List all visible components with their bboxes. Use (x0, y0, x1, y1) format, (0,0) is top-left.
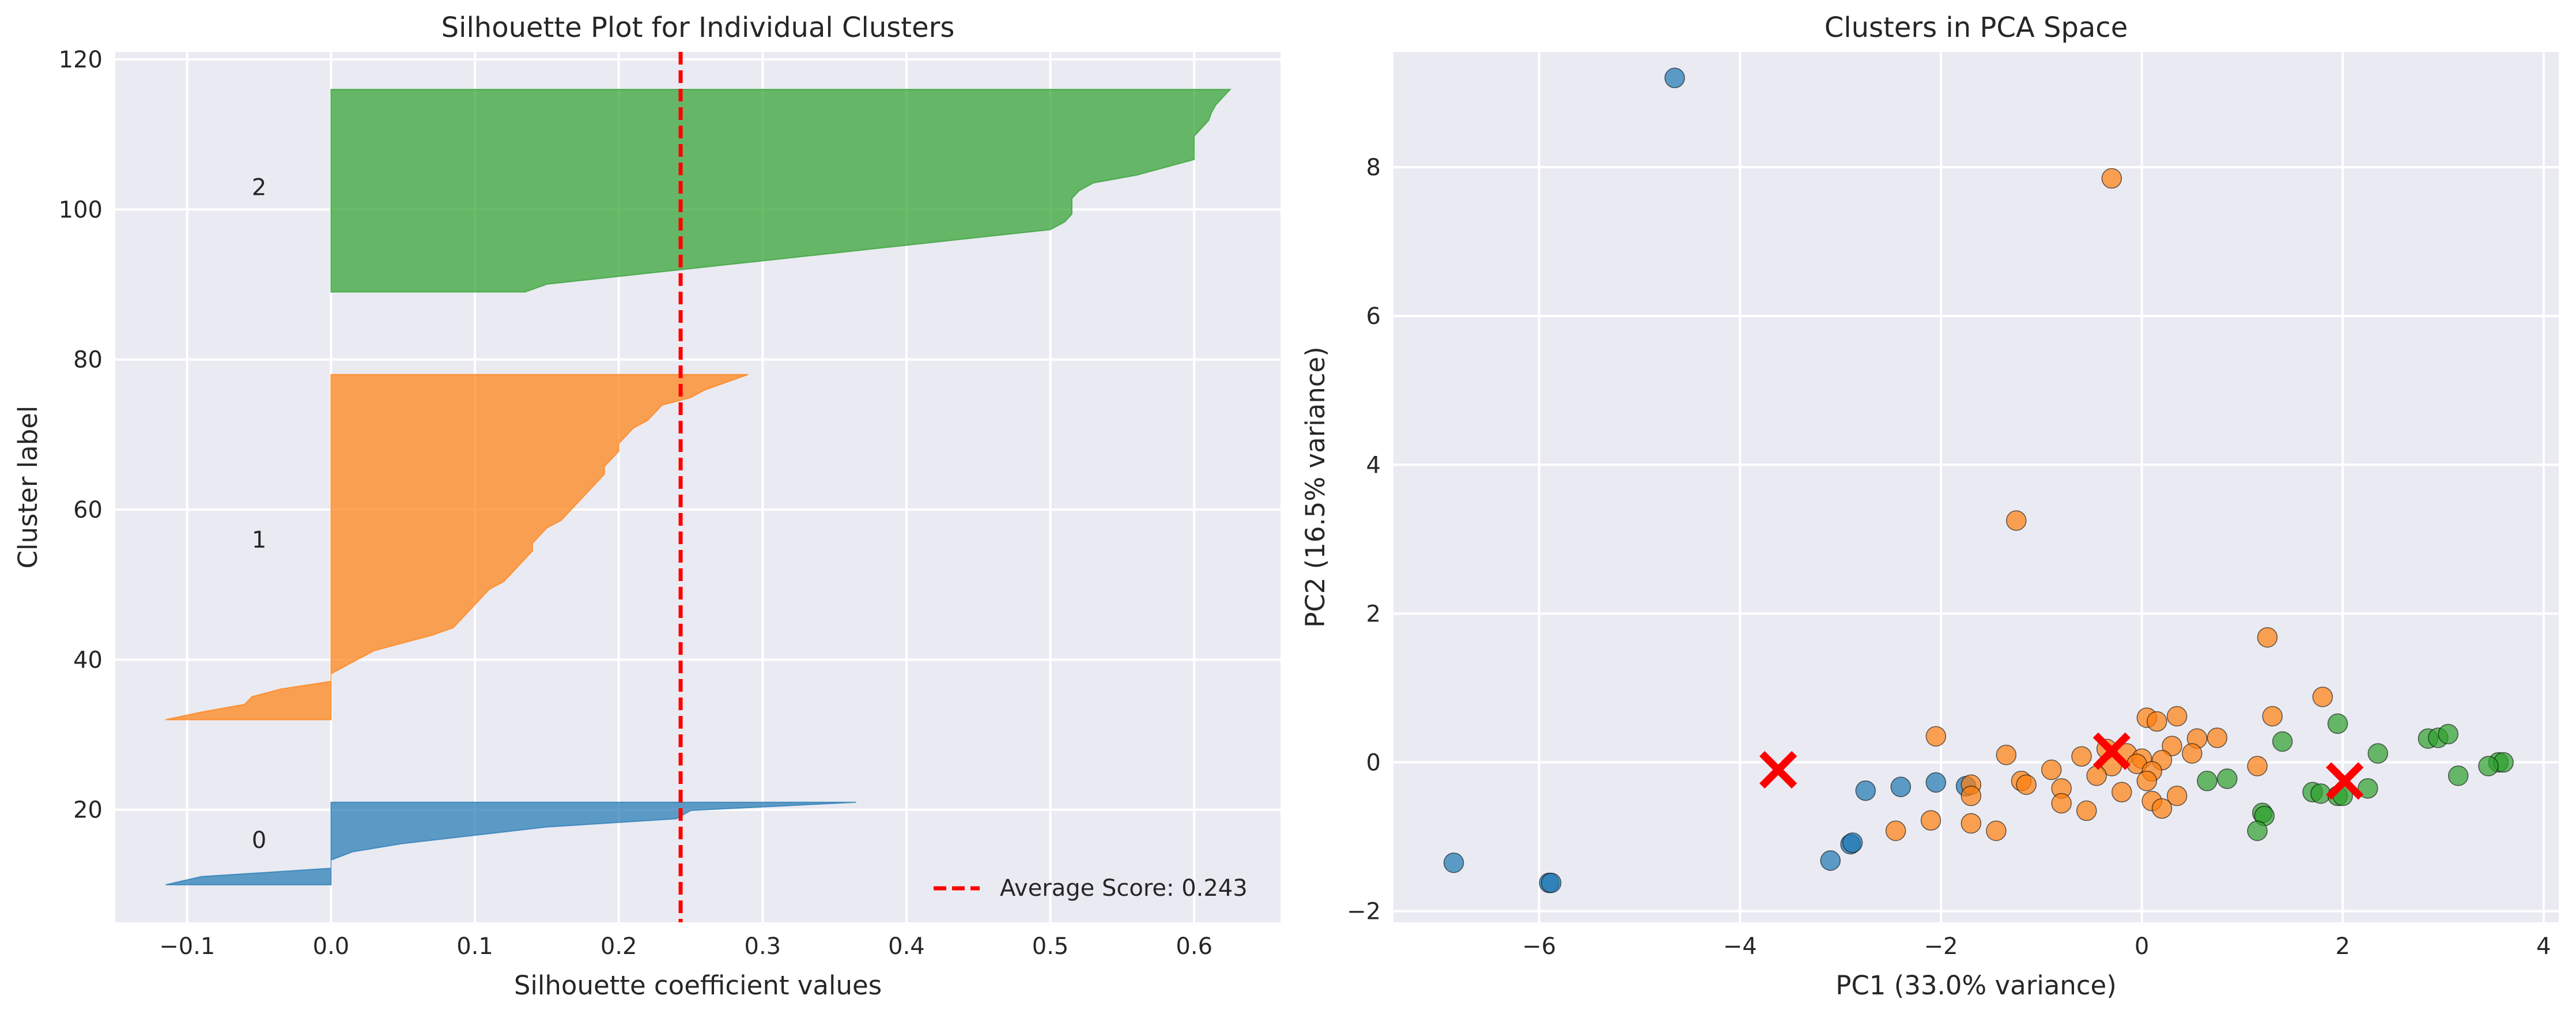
silhouette-x-tick-label: 0.2 (600, 933, 637, 960)
silhouette-legend: Average Score: 0.243 (934, 875, 1248, 902)
pca-point-cluster-1 (2257, 627, 2278, 648)
pca-point-cluster-1 (1925, 726, 1947, 747)
silhouette-y-tick-label: 120 (59, 47, 103, 73)
pca-point-cluster-1 (2166, 785, 2188, 806)
silhouette-y-tick-label: 100 (59, 197, 103, 223)
pca-point-cluster-1 (2112, 782, 2132, 802)
silhouette-plot: −0.1 0.0 0.1 0.2 0.3 0.4 0.5 0.620406080100120 … (13, 12, 1281, 1001)
pca-centroid-markers (1759, 732, 2364, 800)
pca-point-cluster-1 (2147, 711, 2167, 732)
pca-y-tick-label: 8 (1366, 154, 1381, 181)
silhouette-y-tick-label: 80 (73, 347, 103, 374)
pca-y-tick-label: 2 (1366, 601, 1381, 627)
pca-x-tick-label: 0 (2135, 933, 2149, 960)
pca-point-cluster-1 (2247, 756, 2268, 776)
pca-point-cluster-2 (2438, 723, 2459, 745)
pca-point-cluster-1 (1996, 744, 2017, 766)
pca-point-cluster-0 (1664, 67, 1685, 88)
pca-point-cluster-1 (1986, 820, 2007, 842)
silhouette-cluster-2-area (330, 89, 1232, 293)
pca-point-cluster-2 (2217, 768, 2238, 789)
silhouette-x-tick-label: 0.0 (313, 933, 350, 960)
pca-y-axis-label: PC2 (16.5% variance) (1300, 346, 1331, 628)
silhouette-cluster-0-area (165, 801, 856, 885)
silhouette-cluster-areas (165, 89, 1232, 885)
legend-average-score-label: Average Score: 0.243 (1000, 875, 1248, 902)
pca-x-axis-label: PC1 (33.0% variance) (1835, 970, 2117, 1001)
silhouette-cluster-labels: 0 1 2 (252, 174, 266, 854)
silhouette-cluster-1-label: 1 (252, 527, 266, 553)
pca-point-cluster-0 (1890, 776, 1912, 797)
silhouette-cluster-2-label: 2 (252, 174, 266, 201)
pca-point-cluster-2 (2478, 756, 2499, 776)
pca-x-tick-label: −4 (1723, 933, 1757, 960)
pca-point-cluster-1 (2151, 798, 2173, 819)
pca-point-cluster-0 (1855, 780, 1876, 801)
pca-point-cluster-2 (2447, 766, 2469, 786)
silhouette-x-tick-label: 0.6 (1176, 933, 1213, 960)
pca-point-cluster-1 (2136, 771, 2158, 791)
pca-y-tick-label: −2 (1347, 899, 1381, 925)
pca-point-cluster-1 (2312, 687, 2333, 707)
pca-point-cluster-1 (2051, 793, 2072, 814)
pca-point-cluster-2 (2327, 713, 2348, 734)
pca-point-cluster-2 (2358, 778, 2378, 799)
silhouette-cluster-0-label: 0 (252, 827, 266, 854)
pca-point-cluster-1 (2101, 168, 2122, 189)
pca-point-cluster-1 (2005, 510, 2027, 531)
pca-point-cluster-2 (2272, 731, 2293, 752)
silhouette-x-tick-label: 0.5 (1032, 933, 1069, 960)
pca-point-cluster-1 (2207, 727, 2228, 748)
pca-gridlines (1393, 52, 2559, 922)
pca-point-cluster-1 (1920, 810, 1942, 831)
silhouette-x-tick-label: −0.1 (159, 933, 215, 960)
pca-x-tick-label: 4 (2536, 933, 2551, 960)
silhouette-y-tick-label: 60 (73, 497, 103, 523)
pca-point-cluster-1 (2166, 706, 2188, 727)
pca-x-tick-label: −6 (1522, 933, 1556, 960)
pca-centroid-marker (2092, 732, 2131, 770)
pca-y-tick-label: 0 (1366, 750, 1381, 776)
pca-point-cluster-2 (2367, 743, 2388, 764)
silhouette-cluster-1-area (165, 374, 749, 721)
pca-point-cluster-0 (1443, 853, 1464, 873)
pca-x-tick-label: −2 (1924, 933, 1958, 960)
pca-point-cluster-1 (1961, 785, 1982, 806)
pca-point-cluster-1 (1961, 813, 1982, 834)
pca-point-cluster-1 (2076, 800, 2097, 821)
pca-y-tick-label: 4 (1366, 452, 1381, 478)
pca-y-tick-label: 6 (1366, 303, 1381, 330)
pca-point-cluster-1 (2182, 743, 2203, 764)
pca-point-cluster-2 (2247, 820, 2268, 842)
pca-centroid-marker (2326, 762, 2364, 800)
pca-scatter-plot: −6 −4 −2 0 2 4 −2 0 2 4 6 8 Clusters in PCA Space P… (1300, 12, 2559, 1001)
pca-point-cluster-0 (1925, 772, 1947, 793)
pca-point-cluster-0 (1540, 872, 1562, 893)
pca-x-tick-label: 2 (2336, 933, 2350, 960)
pca-point-cluster-0 (1820, 850, 1841, 871)
pca-scatter-points (1443, 67, 2514, 893)
pca-point-cluster-1 (2086, 766, 2107, 786)
pca-point-cluster-1 (2071, 746, 2092, 767)
silhouette-title: Silhouette Plot for Individual Clusters (441, 12, 955, 44)
pca-point-cluster-1 (2041, 759, 2062, 781)
pca-point-cluster-1 (2162, 736, 2182, 756)
pca-point-cluster-0 (1842, 832, 1863, 853)
pca-point-cluster-1 (2016, 774, 2037, 795)
pca-point-cluster-1 (1885, 820, 1906, 842)
silhouette-y-tick-label: 40 (73, 647, 103, 673)
silhouette-x-tick-label: 0.3 (745, 933, 781, 960)
silhouette-y-tick-label: 20 (73, 797, 103, 824)
pca-point-cluster-1 (2262, 706, 2283, 727)
pca-point-cluster-2 (2197, 771, 2218, 791)
silhouette-x-tick-label: 0.1 (456, 933, 493, 960)
pca-centroid-marker (1759, 751, 1797, 789)
silhouette-x-axis-label: Silhouette coefficient values (514, 970, 882, 1001)
pca-title: Clusters in PCA Space (1825, 12, 2128, 44)
pca-tick-labels: −6 −4 −2 0 2 4 −2 0 2 4 6 8 (1347, 154, 2551, 960)
silhouette-y-axis-label: Cluster label (13, 406, 43, 569)
silhouette-x-tick-label: 0.4 (888, 933, 925, 960)
